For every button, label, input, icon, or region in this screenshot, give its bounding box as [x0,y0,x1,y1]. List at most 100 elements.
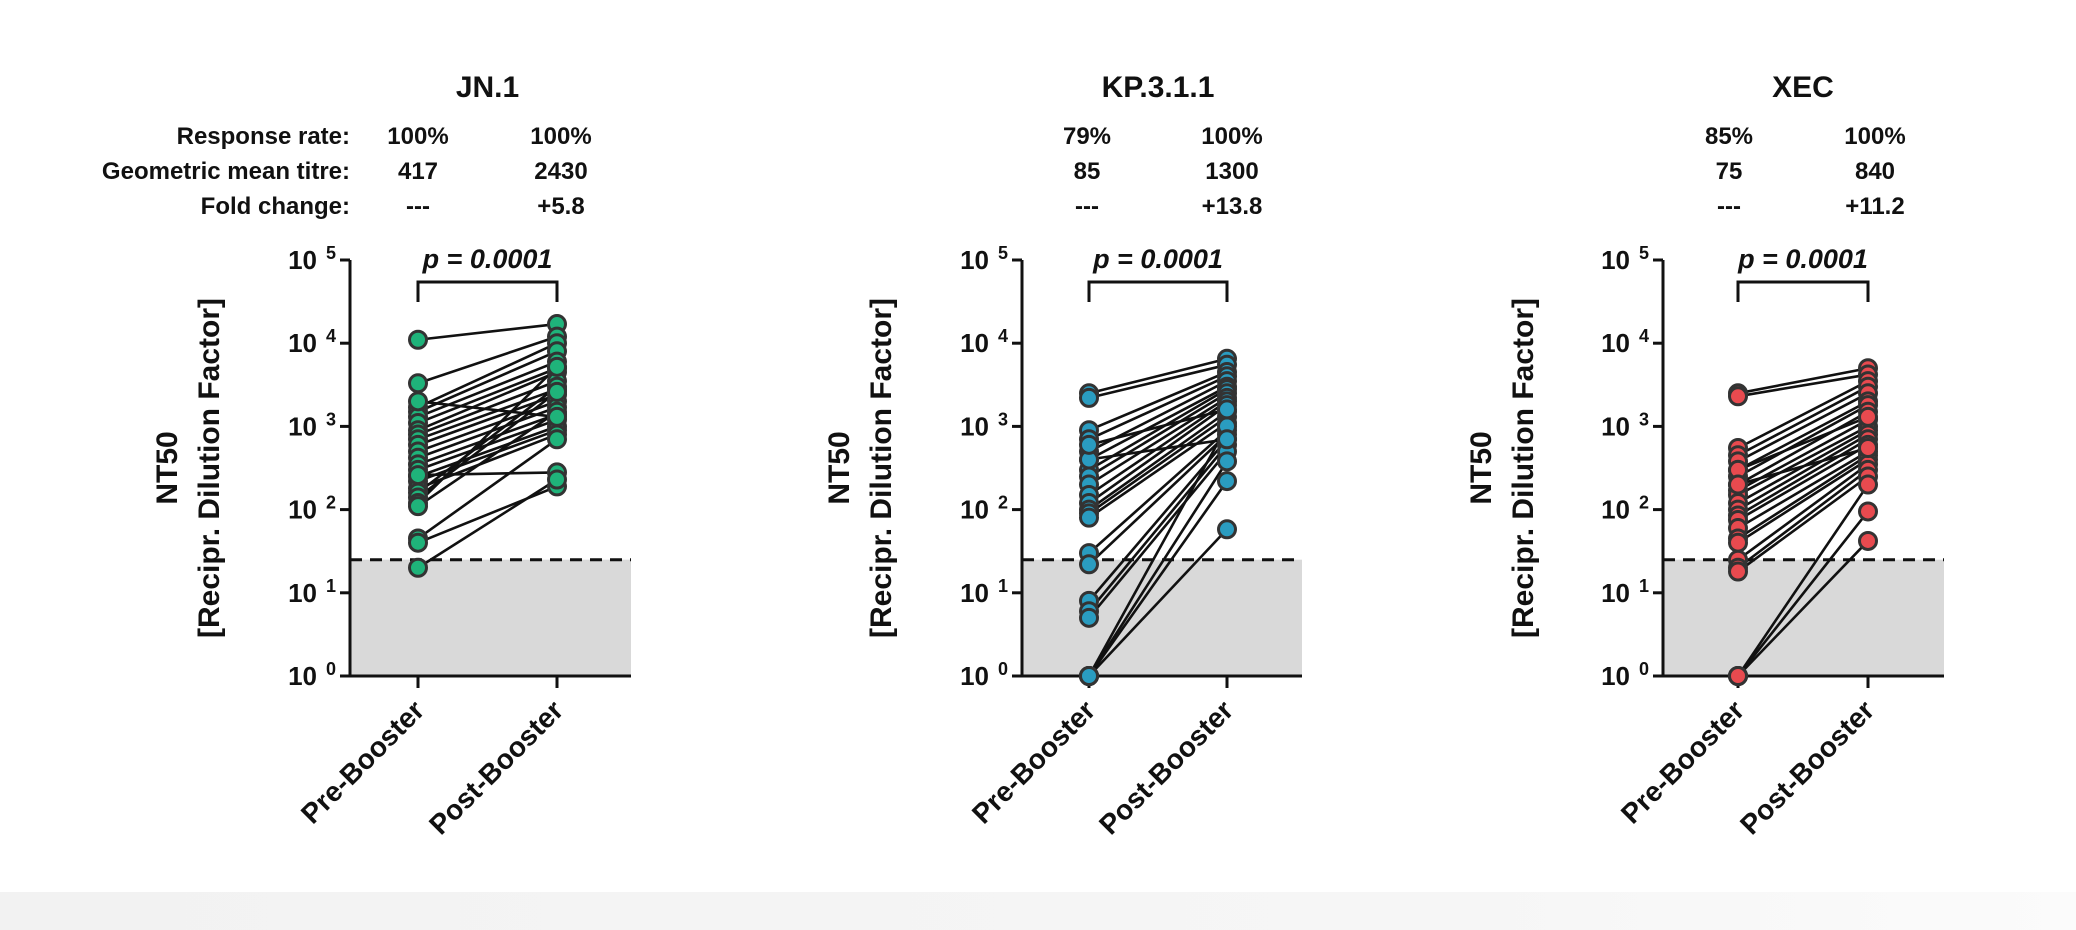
pair-line [1737,454,1869,540]
y-tick-exponent: 4 [1639,326,1649,346]
pair-line [1088,396,1228,486]
y-tick-base: 10 [960,245,989,275]
y-tick-label: 10 0 [1601,659,1649,691]
pre-booster-point [408,532,428,553]
significance-bracket [1736,280,1870,302]
pair-line [417,400,558,419]
y-tick-label: 10 1 [960,576,1008,608]
post-booster-point [1217,429,1237,450]
pair-line [1737,475,1869,573]
significance-bracket [1087,280,1229,302]
y-tick-exponent: 0 [998,659,1008,679]
post-booster-point [1858,501,1878,522]
y-tick-base: 10 [1601,245,1630,275]
pair-line [417,406,558,459]
post-booster-point [547,356,567,377]
y-tick-exponent: 2 [326,493,336,513]
y-axis-title-line1: NT50 [1465,431,1498,504]
pair-line [417,365,558,504]
pair-line [1087,425,1229,677]
data-points [408,314,567,578]
y-tick-base: 10 [288,411,317,441]
p-value-label: p = 0.0001 [1737,244,1868,274]
y-tick-exponent: 2 [1639,493,1649,513]
pair-line [1737,366,1869,395]
below-detection-region [1022,559,1302,676]
pair-line [417,342,558,409]
y-tick-base: 10 [1601,661,1630,691]
y-tick-label: 10 4 [1601,326,1649,358]
y-tick-exponent: 1 [1639,576,1649,596]
pair-line [1088,363,1228,400]
x-tick-label: Pre-Booster [295,694,430,829]
post-booster-point [1858,438,1878,459]
y-axis-title-line2: [Recipr. Dilution Factor] [865,298,898,638]
y-tick-base: 10 [960,661,989,691]
paired-lines [1087,357,1229,677]
y-tick-label: 10 0 [960,659,1008,691]
pair-line [1087,460,1229,677]
stat-gmt-post: 2430 [534,158,587,185]
post-booster-point [547,381,567,402]
pair-line [1088,385,1228,461]
y-tick-exponent: 3 [1639,409,1649,429]
x-tick-label: Pre-Booster [966,694,1101,829]
y-tick-base: 10 [288,328,317,358]
p-value-label: p = 0.0001 [1092,244,1223,274]
y-tick-base: 10 [288,661,317,691]
pair-line [417,370,558,432]
pair-line [1737,458,1869,544]
y-tick-exponent: 2 [998,493,1008,513]
y-tick-exponent: 5 [998,243,1008,263]
y-tick-label: 10 5 [1601,243,1649,275]
stat-response-rate-post: 100% [1844,123,1905,150]
y-tick-label: 10 2 [1601,493,1649,525]
y-tick-label: 10 0 [288,659,336,691]
pair-line [1087,450,1229,619]
y-tick-exponent: 4 [998,326,1008,346]
pre-booster-point [1079,666,1099,686]
pre-booster-point [1728,561,1748,582]
y-tick-exponent: 0 [326,659,336,679]
pair-line [417,478,558,569]
pair-line [1737,468,1869,569]
pair-line [417,322,558,342]
y-axis-title-line2: [Recipr. Dilution Factor] [193,298,226,638]
post-booster-point [1858,474,1878,495]
pair-line [1088,404,1228,505]
y-axis-title-line1: NT50 [151,431,184,504]
pair-line [1737,446,1869,486]
stat-response-rate-pre: 100% [387,123,448,150]
post-booster-point [1217,519,1237,540]
y-tick-label: 10 4 [960,326,1008,358]
stat-response-rate-pre: 85% [1705,123,1753,150]
pair-line [1737,433,1869,511]
pair-line [1088,392,1228,478]
post-booster-point [1217,471,1237,492]
stat-gmt-post: 1300 [1205,158,1258,185]
response-rate-label: Response rate: [177,123,350,150]
pair-line [417,335,558,385]
pair-line [1088,357,1228,395]
paired-lines [417,322,558,569]
post-booster-point [1858,530,1878,551]
pre-booster-point [1728,666,1748,686]
stats-row-labels: Response rate: Geometric mean titre: Fol… [102,123,350,220]
y-tick-label: 10 1 [288,576,336,608]
pair-line [1737,438,1869,517]
pair-line [417,428,558,483]
data-points [1728,358,1878,686]
post-booster-point [547,429,567,450]
y-tick-label: 10 5 [960,243,1008,275]
data-points [1079,348,1237,686]
stat-fold-change-pre: --- [1075,193,1099,220]
pair-line [1737,404,1869,478]
pair-line [1088,438,1228,461]
pre-booster-point [1728,386,1748,407]
pair-line [417,387,558,441]
pair-line [1736,483,1870,677]
stat-fold-change-post: +13.8 [1202,193,1263,220]
